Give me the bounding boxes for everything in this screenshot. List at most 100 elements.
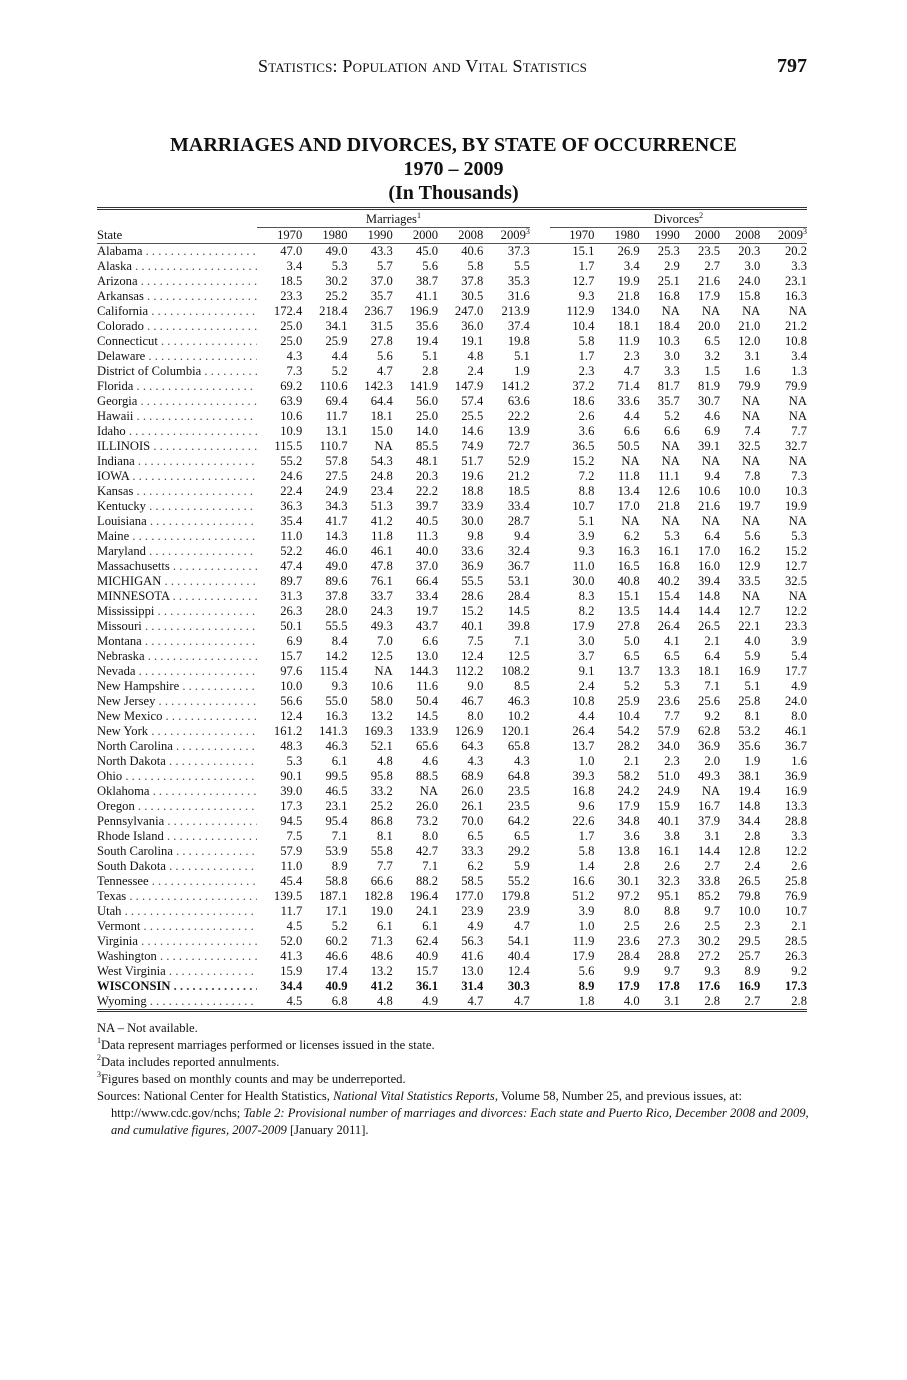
divorces-cell: 16.9	[738, 979, 761, 993]
divorces-cell: 3.7	[578, 649, 595, 663]
marriages-cell: 8.0	[467, 709, 484, 723]
marriages-cell: 5.2	[331, 364, 348, 378]
divorces-cell: 20.3	[738, 244, 761, 258]
marriages-cell: 11.7	[325, 409, 348, 423]
divorces-cell: NA	[701, 304, 721, 318]
divorces-cell: 4.0	[744, 634, 761, 648]
divorces-cell: 2.0	[704, 754, 721, 768]
marriages-cell: 45.0	[415, 244, 438, 258]
state-name: West Virginia . . . . . . . . . . . . . …	[97, 964, 257, 979]
footnote-3: 3Figures based on monthly counts and may…	[97, 1070, 406, 1087]
marriages-cell: 120.1	[501, 724, 530, 738]
table-row: Maryland . . . . . . . . . . . . . . . .…	[97, 544, 807, 559]
title-line-2: 1970 – 2009	[403, 158, 504, 180]
marriages-cell: 51.7	[461, 454, 484, 468]
dot-leader: . . . . . . . . . . . . . . . . . . . . …	[134, 454, 257, 468]
marriages-cell: 14.5	[507, 604, 530, 618]
marriages-cell: 35.6	[415, 319, 438, 333]
divorces-cell: 9.1	[578, 664, 595, 678]
divorces-cell: 24.0	[784, 694, 807, 708]
column-gap	[530, 484, 550, 499]
marriages-cell: 6.1	[331, 754, 348, 768]
column-gap	[530, 259, 550, 274]
divorces-cell: 17.0	[698, 544, 721, 558]
divorces-cell: 8.9	[578, 979, 595, 993]
marriages-cell: 63.9	[280, 394, 303, 408]
marriages-cell: 8.9	[331, 859, 348, 873]
table-row: ILLINOIS . . . . . . . . . . . . . . . .…	[97, 439, 807, 454]
marriages-cell: 4.3	[467, 754, 484, 768]
marriages-cell: 4.3	[286, 349, 303, 363]
dot-leader: . . . . . . . . . . . . . . . . . . . . …	[165, 709, 257, 723]
divorces-cell: 13.5	[617, 604, 640, 618]
marriages-cell: 46.6	[325, 949, 348, 963]
marriages-cell: 11.7	[280, 904, 303, 918]
marriages-cell: 7.1	[331, 829, 348, 843]
divorces-cell: 14.8	[698, 589, 721, 603]
table-row: Pennsylvania . . . . . . . . . . . . . .…	[97, 814, 807, 829]
divorces-cell: 10.8	[572, 694, 595, 708]
marriages-cell: 19.8	[507, 334, 530, 348]
table-row: Louisiana . . . . . . . . . . . . . . . …	[97, 514, 807, 529]
marriages-cell: 5.9	[514, 859, 530, 873]
marriages-cell: 218.4	[319, 304, 348, 318]
marriages-cell: 31.3	[280, 589, 303, 603]
divorces-cell: 17.7	[784, 664, 807, 678]
divorces-cell: NA	[621, 514, 640, 528]
divorces-cell: 32.7	[784, 439, 807, 453]
divorces-cell: 40.8	[617, 574, 640, 588]
state-name: Washington . . . . . . . . . . . . . . .…	[97, 949, 257, 964]
marriages-cell: 31.5	[370, 319, 393, 333]
marriages-cell: 40.0	[415, 544, 438, 558]
divorces-cell: 2.5	[623, 919, 640, 933]
divorces-cell: 28.8	[657, 949, 680, 963]
state-name: District of Columbia . . . . . . . . . .…	[97, 364, 257, 379]
column-gap	[530, 589, 550, 604]
column-gap	[530, 934, 550, 949]
marriages-cell: 182.8	[364, 889, 393, 903]
marriages-cell: 30.5	[461, 289, 484, 303]
state-name: ILLINOIS . . . . . . . . . . . . . . . .…	[97, 439, 257, 454]
dot-leader: . . . . . . . . . . . . . . . . . . . . …	[166, 829, 257, 843]
state-name: Massachusetts . . . . . . . . . . . . . …	[97, 559, 257, 574]
divorces-cell: 1.7	[578, 349, 595, 363]
state-name: IOWA . . . . . . . . . . . . . . . . . .…	[97, 469, 257, 484]
divorces-cell: 15.2	[784, 544, 807, 558]
table-row: Georgia . . . . . . . . . . . . . . . . …	[97, 394, 807, 409]
marriages-cell: 33.3	[461, 844, 484, 858]
divorces-cell: 25.8	[784, 874, 807, 888]
divorces-cell: 15.1	[572, 244, 595, 258]
divorces-cell: 11.9	[572, 934, 595, 948]
marriages-cell: 70.0	[461, 814, 484, 828]
marriages-cell: 24.1	[415, 904, 438, 918]
marriages-cell: 4.7	[377, 364, 393, 378]
marriages-cell: 10.2	[507, 709, 530, 723]
marriages-cell: 9.8	[467, 529, 484, 543]
divorces-cell: 62.8	[698, 724, 721, 738]
marriages-cell: 37.3	[507, 244, 530, 258]
divorces-cell: 5.6	[578, 964, 595, 978]
divorces-cell: 19.7	[738, 499, 761, 513]
table-row: MINNESOTA . . . . . . . . . . . . . . . …	[97, 589, 807, 604]
divorces-cell: 12.9	[738, 559, 761, 573]
divorces-cell: 12.2	[784, 604, 807, 618]
divorces-cell: 15.2	[572, 454, 595, 468]
marriages-cell: 36.9	[461, 559, 484, 573]
marriages-cell: 55.2	[507, 874, 530, 888]
marriages-cell: 35.3	[507, 274, 530, 288]
state-name: California . . . . . . . . . . . . . . .…	[97, 304, 257, 319]
marriages-cell: 110.6	[319, 379, 348, 393]
marriages-cell: 5.7	[377, 259, 393, 273]
divorces-cell: 28.4	[617, 949, 640, 963]
marriages-cell: 24.9	[325, 484, 348, 498]
marriages-cell: 37.8	[325, 589, 348, 603]
column-header-row: State 1970 1980 1990 2000 2008 20093 1970 1980 1…	[97, 227, 807, 244]
marriages-cell: 26.0	[415, 799, 438, 813]
divorces-cell: 16.8	[572, 784, 595, 798]
divorces-year-header: 1990	[639, 227, 680, 244]
marriages-cell: 58.8	[325, 874, 348, 888]
divorces-cell: 3.1	[744, 349, 761, 363]
marriages-cell: 71.3	[370, 934, 393, 948]
dot-leader: . . . . . . . . . . . . . . . . . . . . …	[141, 934, 257, 948]
marriages-cell: 23.9	[507, 904, 530, 918]
